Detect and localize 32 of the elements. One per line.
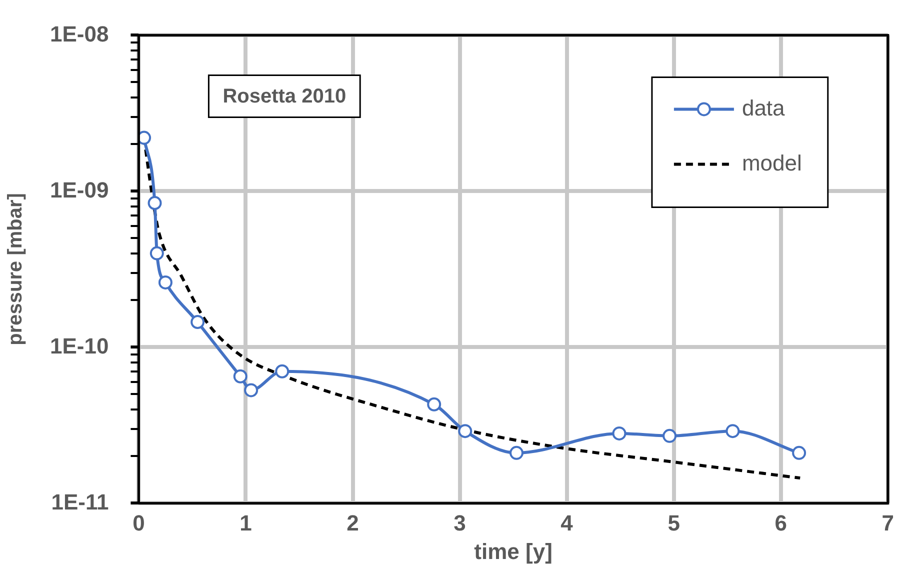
- point: [792, 446, 806, 460]
- x-tick-label: 1: [240, 510, 252, 536]
- y-tick-label: 1E-10: [50, 333, 109, 358]
- x-tick-label: 4: [560, 510, 574, 536]
- point: [148, 196, 162, 210]
- point: [244, 383, 258, 398]
- y-tick-label: 1E-09: [50, 177, 109, 202]
- y-tick-label: 1E-08: [50, 21, 109, 46]
- x-tick-label: 3: [454, 510, 466, 536]
- x-axis-title: time [y]: [474, 538, 552, 564]
- point: [158, 275, 172, 290]
- x-tick-label: 2: [346, 510, 359, 536]
- point: [190, 315, 205, 330]
- y-tick-label: 1E-11: [51, 489, 109, 514]
- point: [510, 446, 524, 460]
- x-tick-label: 5: [668, 510, 680, 536]
- x-tick-label: 6: [774, 510, 787, 536]
- point: [275, 364, 290, 378]
- point: [726, 424, 740, 438]
- point: [138, 130, 152, 145]
- point: [662, 428, 677, 443]
- point: [150, 246, 164, 260]
- y-axis-title: pressure [mbar]: [4, 193, 27, 346]
- point: [458, 424, 472, 438]
- x-tick-label: 7: [882, 510, 894, 536]
- legend-label: data: [742, 95, 786, 120]
- point: [612, 426, 626, 440]
- annotation: Rosetta 2010: [222, 86, 346, 108]
- x-tick-label: 0: [132, 510, 145, 536]
- legend-label: model: [742, 150, 802, 176]
- point: [427, 397, 442, 412]
- point: [233, 369, 248, 384]
